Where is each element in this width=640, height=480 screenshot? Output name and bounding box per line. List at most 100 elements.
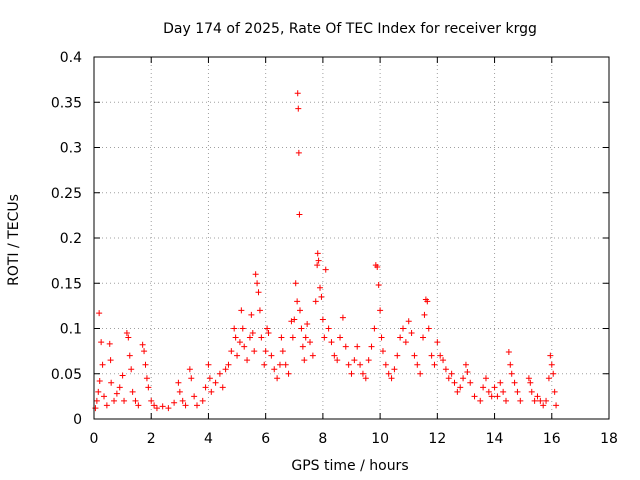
data-point — [417, 370, 424, 377]
data-point — [291, 316, 298, 323]
data-point — [314, 262, 321, 269]
data-point — [388, 375, 395, 382]
data-point — [171, 399, 178, 406]
data-point — [208, 388, 215, 395]
data-point — [191, 393, 198, 400]
data-point — [176, 388, 183, 395]
data-point — [234, 352, 241, 359]
data-point — [159, 403, 166, 410]
x-tick-label: 2 — [147, 431, 156, 447]
data-point — [365, 357, 372, 364]
data-point — [397, 334, 404, 341]
data-point — [400, 325, 406, 332]
data-point — [108, 379, 115, 386]
x-axis-title: GPS time / hours — [291, 458, 408, 474]
data-point — [103, 402, 110, 409]
data-point — [411, 352, 418, 359]
data-point — [304, 320, 311, 327]
data-point — [357, 361, 364, 368]
data-point — [437, 352, 444, 359]
data-point — [497, 379, 504, 386]
data-point — [194, 402, 200, 409]
data-point — [262, 348, 269, 355]
data-point — [301, 357, 308, 364]
y-tick-label: 0.2 — [60, 231, 82, 247]
data-point — [434, 339, 441, 346]
data-point — [126, 352, 133, 359]
data-point — [297, 307, 303, 314]
data-point — [107, 357, 114, 364]
data-point — [302, 334, 309, 341]
data-point — [362, 375, 369, 382]
data-point — [182, 402, 189, 409]
x-tick-label: 8 — [318, 431, 327, 447]
data-point — [514, 388, 521, 395]
data-point — [219, 384, 226, 391]
data-point — [256, 307, 263, 314]
data-point — [547, 352, 554, 359]
data-point — [531, 397, 538, 404]
data-point — [322, 266, 329, 273]
data-point — [525, 375, 532, 382]
data-point — [408, 330, 415, 337]
data-point — [295, 105, 302, 112]
data-point — [205, 361, 212, 368]
data-point — [431, 361, 438, 368]
chart-title: Day 174 of 2025, Rate Of TEC Index for r… — [163, 21, 537, 37]
data-point — [328, 339, 335, 346]
data-points — [92, 90, 560, 412]
data-point — [285, 370, 292, 377]
data-point — [113, 390, 120, 397]
data-point — [99, 361, 106, 368]
data-point — [295, 149, 302, 156]
x-tick-label: 6 — [261, 431, 270, 447]
data-point — [494, 393, 501, 400]
x-tick-label: 0 — [90, 431, 99, 447]
data-point — [545, 375, 552, 382]
data-point — [451, 379, 458, 386]
data-point — [165, 405, 172, 412]
data-point — [394, 352, 401, 359]
data-point — [428, 352, 435, 359]
data-point — [467, 379, 474, 386]
data-point — [186, 366, 193, 373]
data-point — [135, 402, 142, 409]
data-point — [540, 402, 547, 409]
data-point — [517, 397, 524, 404]
data-point — [354, 343, 361, 350]
data-point — [139, 341, 146, 348]
data-point — [315, 257, 322, 264]
data-point — [276, 361, 283, 368]
data-point — [503, 397, 509, 404]
data-point — [342, 343, 349, 350]
data-point — [129, 388, 136, 395]
data-point — [93, 397, 100, 404]
data-point — [299, 343, 306, 350]
data-point — [375, 282, 382, 289]
data-point — [448, 370, 455, 377]
data-point — [106, 340, 113, 347]
data-point — [339, 314, 346, 321]
data-point — [424, 298, 431, 305]
data-point — [101, 393, 108, 400]
data-point — [239, 325, 246, 332]
y-tick-label: 0.4 — [60, 50, 82, 66]
y-tick-label: 0.15 — [51, 276, 82, 292]
data-point — [325, 325, 332, 332]
data-point — [151, 402, 158, 409]
data-point — [405, 318, 412, 325]
x-tick-label: 10 — [371, 431, 389, 447]
data-point — [477, 397, 484, 404]
axis-ticks — [93, 56, 610, 420]
y-tick-label: 0.1 — [60, 322, 82, 338]
data-point — [379, 348, 386, 355]
data-point — [258, 334, 265, 341]
data-point — [153, 405, 160, 412]
data-point — [148, 397, 155, 404]
data-point — [391, 366, 398, 373]
data-point — [414, 361, 421, 368]
data-point — [445, 375, 452, 382]
data-point — [359, 370, 366, 377]
data-point — [378, 334, 385, 341]
